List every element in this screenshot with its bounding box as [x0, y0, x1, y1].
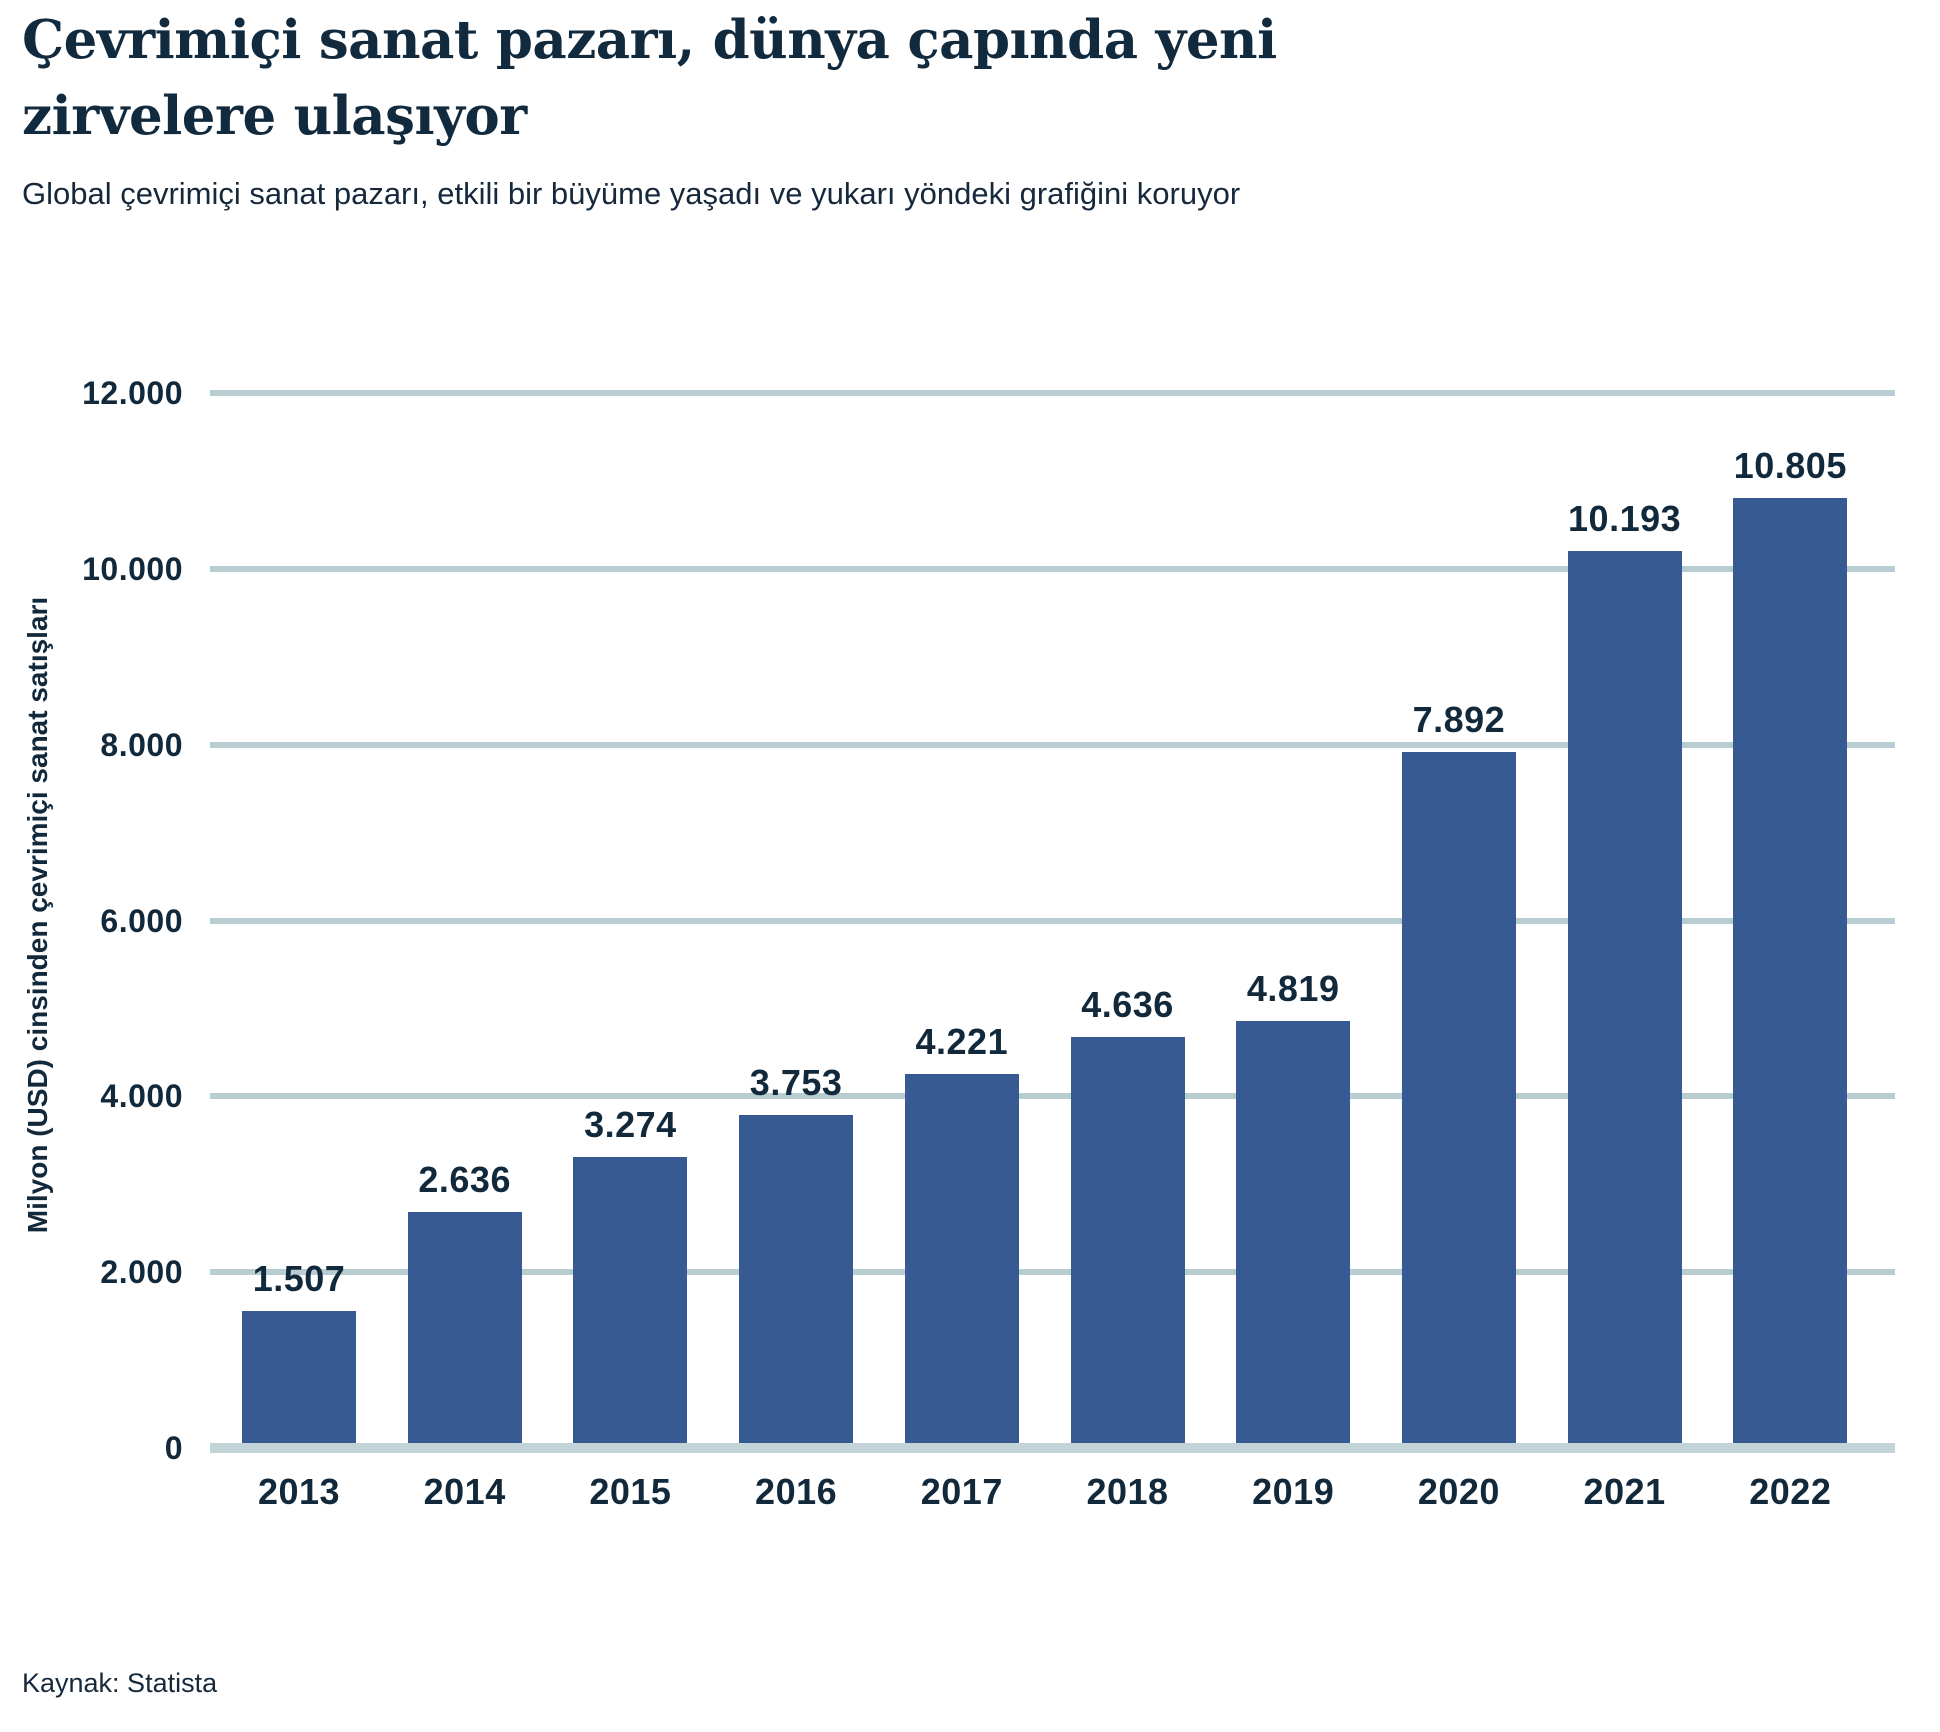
chart-title: Çevrimiçi sanat pazarı, dünya çapında ye… [22, 9, 1277, 147]
gridline [210, 1093, 1895, 1100]
bar-2021 [1567, 551, 1682, 1443]
gridline [210, 917, 1895, 924]
bar-2020 [1401, 752, 1516, 1443]
y-tick-label: 12.000 [82, 375, 183, 411]
bar-value-label: 4.636 [1081, 984, 1174, 1026]
bar-2019 [1236, 1021, 1351, 1443]
bar-value-label: 3.274 [584, 1103, 677, 1145]
x-tick-label: 2020 [1417, 1471, 1500, 1512]
bar-value-label: 4.819 [1246, 968, 1340, 1010]
y-tick-label: 10.000 [82, 550, 183, 587]
bar-2016 [739, 1114, 854, 1443]
x-tick-label: 2021 [1583, 1471, 1666, 1512]
y-tick-label: 0 [164, 1430, 183, 1466]
gridline [210, 390, 1895, 396]
y-tick-label: 8.000 [100, 726, 183, 763]
bar-value-label: 2.636 [418, 1159, 511, 1201]
bar-2014 [407, 1212, 522, 1443]
x-tick-label: 2014 [423, 1471, 506, 1512]
source-note: Kaynak: Statista [22, 1668, 218, 1698]
x-tick-label: 2019 [1252, 1471, 1335, 1512]
x-tick-label: 2013 [257, 1471, 341, 1512]
bar-value-label: 10.805 [1733, 444, 1847, 486]
bar-value-label: 4.221 [915, 1020, 1009, 1062]
x-tick-label: 2022 [1749, 1471, 1832, 1512]
bar-2013 [242, 1311, 356, 1443]
bar-value-label: 10.193 [1568, 498, 1682, 540]
x-tick-label: 2016 [755, 1471, 838, 1512]
gridline [210, 1269, 1895, 1276]
x-axis-baseline [210, 1443, 1895, 1453]
bar-2015 [573, 1156, 688, 1443]
gridline [210, 741, 1895, 748]
y-tick-label: 6.000 [100, 902, 183, 939]
x-tick-label: 2017 [920, 1471, 1003, 1512]
bar-2022 [1733, 497, 1848, 1443]
bar-2018 [1070, 1037, 1185, 1443]
x-tick-label: 2018 [1086, 1471, 1169, 1512]
bar-value-label: 1.507 [252, 1258, 346, 1300]
x-tick-label: 2015 [589, 1471, 672, 1512]
gridline [210, 565, 1895, 572]
bar-2017 [904, 1073, 1019, 1443]
chart-subtitle: Global çevrimiçi sanat pazarı, etkili bi… [22, 176, 1241, 211]
bar-value-label: 3.753 [749, 1061, 843, 1103]
y-tick-label: 4.000 [100, 1078, 183, 1115]
y-tick-label: 2.000 [100, 1254, 183, 1291]
bar-value-label: 7.892 [1412, 699, 1506, 741]
